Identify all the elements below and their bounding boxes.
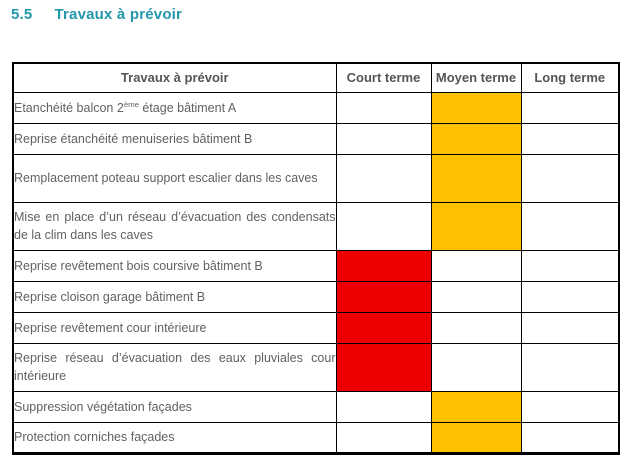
task-label: Reprise revêtement cour intérieure xyxy=(12,311,337,344)
task-label: Etanchéité balcon 2ème étage bâtiment A xyxy=(12,91,337,124)
cell-court-terme xyxy=(335,91,432,124)
cell-moyen-terme xyxy=(430,311,522,344)
cell-moyen-terme-highlight xyxy=(430,91,522,124)
task-label: Reprise cloison garage bâtiment B xyxy=(12,280,337,313)
table-row: Reprise revêtement bois coursive bâtimen… xyxy=(12,249,620,282)
cell-court-terme-highlight xyxy=(335,311,432,344)
cell-court-terme xyxy=(335,421,432,454)
cell-moyen-terme-highlight xyxy=(430,153,522,203)
cell-court-terme xyxy=(335,201,432,251)
cell-long-terme xyxy=(520,390,620,423)
cell-moyen-terme xyxy=(430,249,522,282)
table-row: Etanchéité balcon 2ème étage bâtiment A xyxy=(12,91,620,124)
table-row: Reprise revêtement cour intérieure xyxy=(12,311,620,344)
cell-court-terme xyxy=(335,122,432,155)
table-row: Mise en place d’un réseau d’évacuation d… xyxy=(12,201,620,251)
cell-long-terme xyxy=(520,421,620,454)
cell-moyen-terme-highlight xyxy=(430,390,522,423)
cell-court-terme-highlight xyxy=(335,280,432,313)
cell-long-terme xyxy=(520,280,620,313)
col-header-long-terme: Long terme xyxy=(520,62,620,93)
task-label: Reprise revêtement bois coursive bâtimen… xyxy=(12,249,337,282)
travaux-table: Travaux à prévoir Court terme Moyen term… xyxy=(12,62,620,455)
cell-long-terme xyxy=(520,342,620,392)
table-row: Reprise étanchéité menuiseries bâtiment … xyxy=(12,122,620,155)
cell-moyen-terme xyxy=(430,342,522,392)
task-label: Reprise réseau d’évacuation des eaux plu… xyxy=(12,342,337,392)
task-label: Mise en place d’un réseau d’évacuation d… xyxy=(12,201,337,251)
cell-long-terme xyxy=(520,249,620,282)
task-label: Suppression végétation façades xyxy=(12,390,337,423)
cell-court-terme xyxy=(335,390,432,423)
task-label: Remplacement poteau support escalier dan… xyxy=(12,153,337,203)
cell-moyen-terme-highlight xyxy=(430,421,522,454)
cell-long-terme xyxy=(520,153,620,203)
cell-court-terme xyxy=(335,153,432,203)
cell-moyen-terme-highlight xyxy=(430,201,522,251)
superscript-text: ème xyxy=(123,99,139,109)
task-label: Protection corniches façades xyxy=(12,421,337,454)
cell-moyen-terme xyxy=(430,280,522,313)
table-row: Suppression végétation façades xyxy=(12,390,620,423)
col-header-moyen-terme: Moyen terme xyxy=(430,62,522,93)
table-header-row: Travaux à prévoir Court terme Moyen term… xyxy=(12,62,620,93)
cell-court-terme-highlight xyxy=(335,249,432,282)
cell-court-terme-highlight xyxy=(335,342,432,392)
table-row: Reprise réseau d’évacuation des eaux plu… xyxy=(12,342,620,392)
table-row: Remplacement poteau support escalier dan… xyxy=(12,153,620,203)
task-label: Reprise étanchéité menuiseries bâtiment … xyxy=(12,122,337,155)
cell-long-terme xyxy=(520,311,620,344)
cell-long-terme xyxy=(520,91,620,124)
table-row: Reprise cloison garage bâtiment B xyxy=(12,280,620,313)
col-header-court-terme: Court terme xyxy=(335,62,432,93)
section-number: 5.5 xyxy=(11,6,33,23)
cell-moyen-terme-highlight xyxy=(430,122,522,155)
cell-long-terme xyxy=(520,201,620,251)
section-heading: 5.5 Travaux à prévoir xyxy=(11,6,182,23)
table-row: Protection corniches façades xyxy=(12,421,620,454)
section-title: Travaux à prévoir xyxy=(54,6,183,23)
col-header-travaux: Travaux à prévoir xyxy=(12,62,337,93)
cell-long-terme xyxy=(520,122,620,155)
